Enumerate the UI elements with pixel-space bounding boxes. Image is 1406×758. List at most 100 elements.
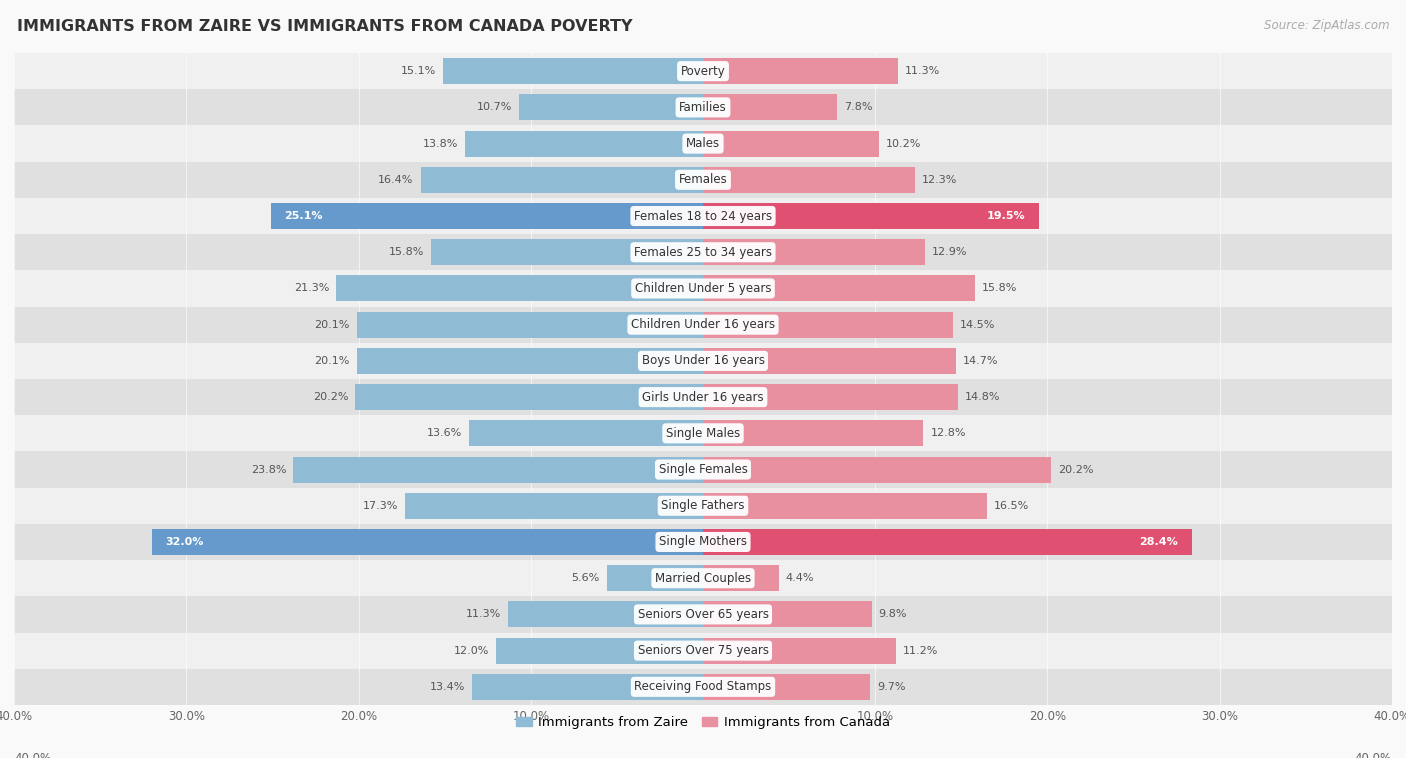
Bar	[703, 348, 956, 374]
Bar	[703, 203, 1039, 229]
Bar	[703, 529, 1192, 555]
Text: 20.1%: 20.1%	[315, 356, 350, 366]
Bar	[703, 240, 925, 265]
Text: 5.6%: 5.6%	[571, 573, 599, 583]
Bar	[703, 456, 1050, 483]
Text: Females 18 to 24 years: Females 18 to 24 years	[634, 209, 772, 223]
Bar	[14, 271, 1392, 306]
Bar	[468, 420, 703, 446]
Text: Boys Under 16 years: Boys Under 16 years	[641, 355, 765, 368]
Bar	[14, 89, 1392, 126]
Text: 20.1%: 20.1%	[315, 320, 350, 330]
Bar	[703, 420, 924, 446]
Text: 9.8%: 9.8%	[879, 609, 907, 619]
Text: 12.8%: 12.8%	[931, 428, 966, 438]
Text: 17.3%: 17.3%	[363, 501, 398, 511]
Text: 20.2%: 20.2%	[312, 392, 349, 402]
Bar	[509, 601, 703, 628]
Text: Children Under 5 years: Children Under 5 years	[634, 282, 772, 295]
Bar	[14, 234, 1392, 271]
Text: 15.1%: 15.1%	[401, 66, 436, 76]
Text: 40.0%: 40.0%	[14, 752, 51, 758]
Bar	[430, 240, 703, 265]
Text: Seniors Over 65 years: Seniors Over 65 years	[637, 608, 769, 621]
Text: 11.2%: 11.2%	[903, 646, 938, 656]
Text: Families: Families	[679, 101, 727, 114]
Bar	[465, 130, 703, 157]
Text: 12.0%: 12.0%	[454, 646, 489, 656]
Text: 15.8%: 15.8%	[388, 247, 425, 257]
Text: 28.4%: 28.4%	[1140, 537, 1178, 547]
Bar	[14, 669, 1392, 705]
Bar	[14, 198, 1392, 234]
Text: 13.4%: 13.4%	[430, 682, 465, 692]
Text: Single Fathers: Single Fathers	[661, 500, 745, 512]
Text: 12.3%: 12.3%	[922, 175, 957, 185]
Text: Females 25 to 34 years: Females 25 to 34 years	[634, 246, 772, 258]
Legend: Immigrants from Zaire, Immigrants from Canada: Immigrants from Zaire, Immigrants from C…	[510, 711, 896, 735]
Bar	[420, 167, 703, 193]
Text: 16.5%: 16.5%	[994, 501, 1029, 511]
Text: Receiving Food Stamps: Receiving Food Stamps	[634, 681, 772, 694]
Text: Married Couples: Married Couples	[655, 572, 751, 584]
Text: Children Under 16 years: Children Under 16 years	[631, 318, 775, 331]
Text: 19.5%: 19.5%	[987, 211, 1025, 221]
Bar	[14, 53, 1392, 89]
Bar	[292, 456, 703, 483]
Bar	[14, 415, 1392, 452]
Bar	[472, 674, 703, 700]
Text: 13.6%: 13.6%	[426, 428, 461, 438]
Bar	[606, 565, 703, 591]
Bar	[703, 58, 897, 84]
Text: 4.4%: 4.4%	[786, 573, 814, 583]
Bar	[14, 632, 1392, 669]
Text: 32.0%: 32.0%	[166, 537, 204, 547]
Bar	[14, 379, 1392, 415]
Text: Single Females: Single Females	[658, 463, 748, 476]
Text: 14.7%: 14.7%	[963, 356, 998, 366]
Text: 15.8%: 15.8%	[981, 283, 1018, 293]
Text: Source: ZipAtlas.com: Source: ZipAtlas.com	[1264, 19, 1389, 32]
Text: 23.8%: 23.8%	[250, 465, 287, 475]
Bar	[703, 637, 896, 664]
Text: 9.7%: 9.7%	[877, 682, 905, 692]
Text: 11.3%: 11.3%	[467, 609, 502, 619]
Text: 16.4%: 16.4%	[378, 175, 413, 185]
Text: 25.1%: 25.1%	[284, 211, 323, 221]
Bar	[703, 94, 838, 121]
Text: 14.8%: 14.8%	[965, 392, 1000, 402]
Text: Single Mothers: Single Mothers	[659, 535, 747, 549]
Bar	[14, 306, 1392, 343]
Text: Seniors Over 75 years: Seniors Over 75 years	[637, 644, 769, 657]
Text: 10.7%: 10.7%	[477, 102, 512, 112]
Bar	[496, 637, 703, 664]
Text: 20.2%: 20.2%	[1057, 465, 1094, 475]
Bar	[14, 343, 1392, 379]
Bar	[703, 384, 957, 410]
Text: 11.3%: 11.3%	[904, 66, 939, 76]
Bar	[152, 529, 703, 555]
Text: 21.3%: 21.3%	[294, 283, 329, 293]
Bar	[405, 493, 703, 518]
Bar	[703, 312, 953, 338]
Bar	[703, 275, 976, 302]
Bar	[357, 348, 703, 374]
Bar	[14, 487, 1392, 524]
Bar	[14, 524, 1392, 560]
Bar	[14, 452, 1392, 487]
Bar	[14, 597, 1392, 632]
Text: 7.8%: 7.8%	[844, 102, 873, 112]
Text: 40.0%: 40.0%	[1355, 752, 1392, 758]
Bar	[703, 493, 987, 518]
Text: Girls Under 16 years: Girls Under 16 years	[643, 390, 763, 403]
Bar	[703, 674, 870, 700]
Bar	[703, 167, 915, 193]
Text: Single Males: Single Males	[666, 427, 740, 440]
Bar	[443, 58, 703, 84]
Bar	[519, 94, 703, 121]
Text: 13.8%: 13.8%	[423, 139, 458, 149]
Text: IMMIGRANTS FROM ZAIRE VS IMMIGRANTS FROM CANADA POVERTY: IMMIGRANTS FROM ZAIRE VS IMMIGRANTS FROM…	[17, 19, 633, 34]
Bar	[356, 384, 703, 410]
Bar	[703, 130, 879, 157]
Bar	[14, 126, 1392, 161]
